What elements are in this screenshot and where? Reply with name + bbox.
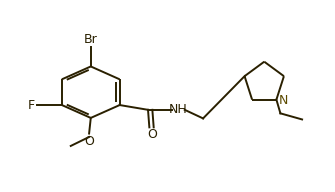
Text: NH: NH bbox=[169, 103, 187, 116]
Text: F: F bbox=[28, 98, 35, 112]
Text: O: O bbox=[84, 135, 94, 147]
Text: N: N bbox=[279, 94, 288, 107]
Text: O: O bbox=[147, 128, 157, 141]
Text: Br: Br bbox=[84, 33, 97, 46]
